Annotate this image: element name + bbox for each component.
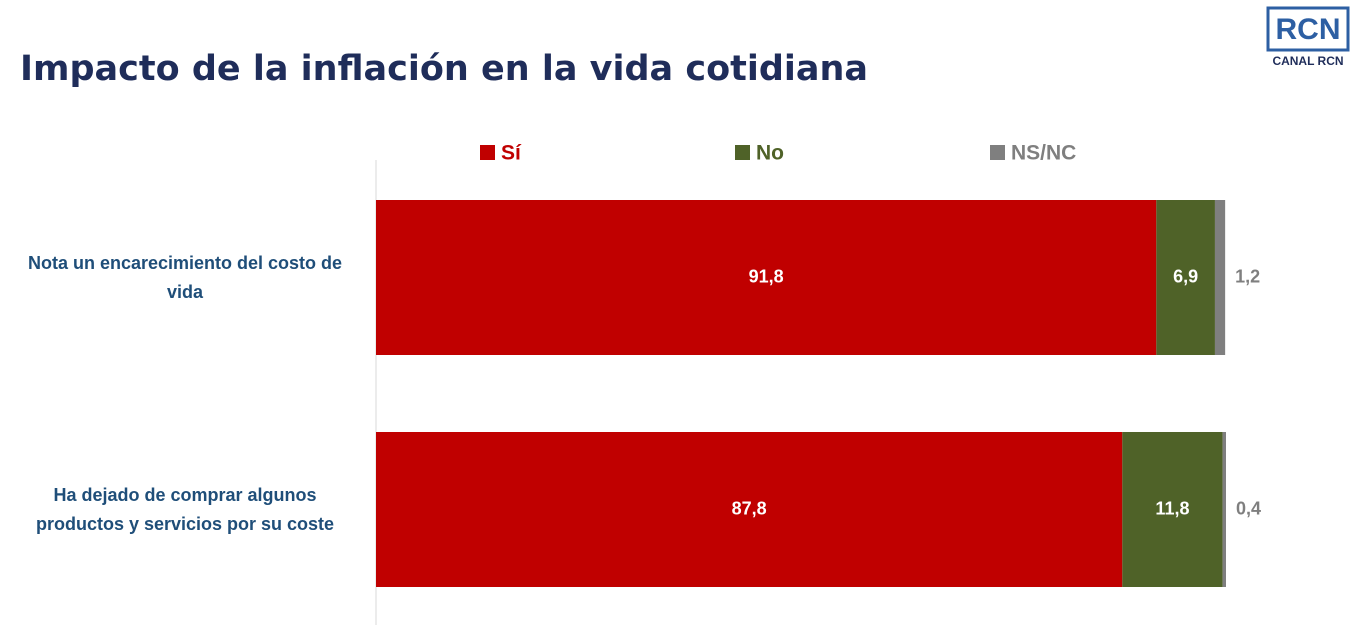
logo-frame xyxy=(1266,6,1350,52)
logo-mark: RCN xyxy=(1276,13,1341,46)
legend-label: Sí xyxy=(501,142,522,165)
legend-swatch xyxy=(480,145,495,160)
bar-segment xyxy=(1122,432,1223,587)
logo: RCN CANAL RCN xyxy=(1266,6,1350,68)
value-label: 91,8 xyxy=(749,266,784,286)
bar-segment xyxy=(376,432,1123,587)
value-label: 87,8 xyxy=(732,498,767,518)
category-label: Nota un encarecimiento del costo de vida xyxy=(27,252,343,302)
value-label: 1,2 xyxy=(1235,266,1260,286)
bar-segment xyxy=(376,200,1157,355)
value-label: 0,4 xyxy=(1236,498,1261,518)
bar-segment xyxy=(1156,200,1215,355)
bar-segment xyxy=(1214,200,1226,355)
category-label: Ha dejado de comprar algunos productos y… xyxy=(35,484,335,534)
legend-swatch xyxy=(990,145,1005,160)
legend-label: No xyxy=(756,142,784,165)
bar-segment xyxy=(1222,432,1226,587)
value-label: 6,9 xyxy=(1173,266,1198,286)
logo-text: CANAL RCN xyxy=(1272,54,1343,68)
legend-label: NS/NC xyxy=(1011,142,1076,165)
chart-title: Impacto de la inflación en la vida cotid… xyxy=(20,49,868,89)
legend-swatch xyxy=(735,145,750,160)
value-label: 11,8 xyxy=(1155,498,1189,518)
